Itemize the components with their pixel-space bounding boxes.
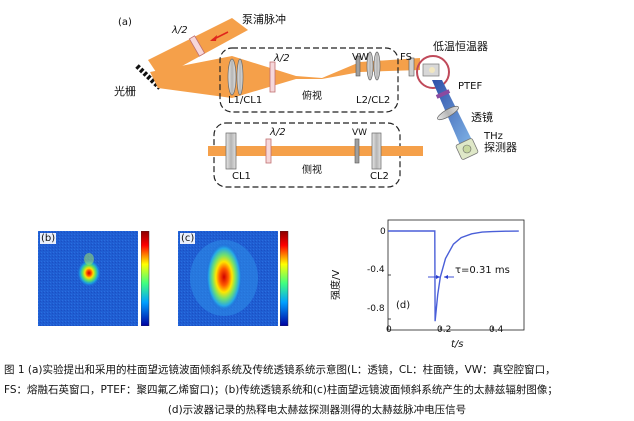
lens-l1	[227, 58, 237, 96]
series-line	[388, 230, 519, 322]
panel-a-letter: (a)	[118, 17, 132, 28]
thz-image-lens-system	[38, 231, 149, 326]
half-wave-bottom-label: λ/2	[270, 127, 286, 138]
cl1-label: CL1	[232, 171, 251, 182]
half-wave-plate-bottom	[265, 138, 272, 164]
setup-schematic	[135, 18, 479, 188]
vw-bottom-label: VW	[352, 128, 368, 138]
y-axis-label: 强度/V	[331, 269, 342, 300]
colorbar-c	[280, 231, 289, 326]
grating-label: 光栅	[114, 85, 136, 98]
thz-image-cylindrical-system	[178, 231, 278, 326]
vacuum-window-bottom	[354, 138, 360, 164]
lens-label: 透镜	[471, 111, 493, 124]
lens-cl2	[371, 132, 382, 170]
detector-label: 探测器	[484, 141, 517, 154]
vacuum-window-top	[355, 55, 361, 77]
vw-top-label: VW	[352, 52, 369, 63]
half-wave-mid-label: λ/2	[274, 53, 290, 64]
cl2-label: CL2	[370, 171, 389, 182]
voltage-signal-chart	[387, 219, 525, 331]
tau-annotation: τ=0.31 ms	[455, 265, 510, 276]
y-tick-2: -0.8	[367, 304, 385, 314]
l1cl1-label: L1/CL1	[228, 95, 263, 106]
half-wave-plate-top	[188, 35, 206, 57]
side-beam	[208, 146, 423, 156]
thz-label: THz	[484, 131, 503, 142]
half-wave-top-label: λ/2	[172, 25, 188, 36]
half-wave-plate-mid	[269, 61, 276, 93]
panel-d-letter: (d)	[396, 300, 411, 311]
caption-line-1: 图 1 (a)实验提出和采用的柱面望远镜波面倾斜系统及传统透镜系统示意图(L：透…	[4, 364, 556, 376]
thz-lens	[437, 105, 459, 121]
panel-c-letter: (c)	[180, 233, 196, 244]
fs-label: FS	[400, 52, 412, 63]
fused-silica-window	[408, 57, 415, 77]
side-view-label: 侧视	[302, 165, 322, 176]
ptef-window	[435, 89, 451, 99]
y-tick-0: 0	[380, 227, 386, 237]
top-view-label: 俯视	[302, 91, 322, 102]
top-view-box	[219, 47, 399, 113]
plot-frame	[387, 219, 525, 331]
x-tick-0: 0	[386, 325, 392, 335]
caption-line-3: (d)示波器记录的热释电太赫兹探测器测得的太赫兹脉冲电压信号	[167, 404, 467, 416]
x-tick-2: 0.4	[489, 325, 504, 335]
cryostat-label: 低温恒温器	[433, 40, 488, 53]
lens-l2	[366, 51, 374, 81]
lens-cl1	[225, 132, 237, 170]
ptef-label: PTEF	[458, 81, 483, 92]
panel-b-letter: (b)	[40, 233, 57, 244]
x-axis-label: t/s	[451, 339, 464, 350]
tau-marker	[428, 275, 454, 279]
caption-line-2: FS：熔融石英窗口，PTEF：聚四氟乙烯窗口)；(b)传统透镜系统和(c)柱面望…	[4, 384, 558, 396]
colorbar-b	[141, 231, 150, 326]
l2cl2-label: L2/CL2	[356, 95, 391, 106]
y-tick-1: -0.4	[367, 265, 385, 275]
pump-pulse-label: 泵浦脉冲	[242, 13, 286, 26]
main-beam	[150, 56, 420, 98]
x-tick-1: 0.2	[437, 325, 452, 335]
cryostat	[416, 55, 450, 89]
